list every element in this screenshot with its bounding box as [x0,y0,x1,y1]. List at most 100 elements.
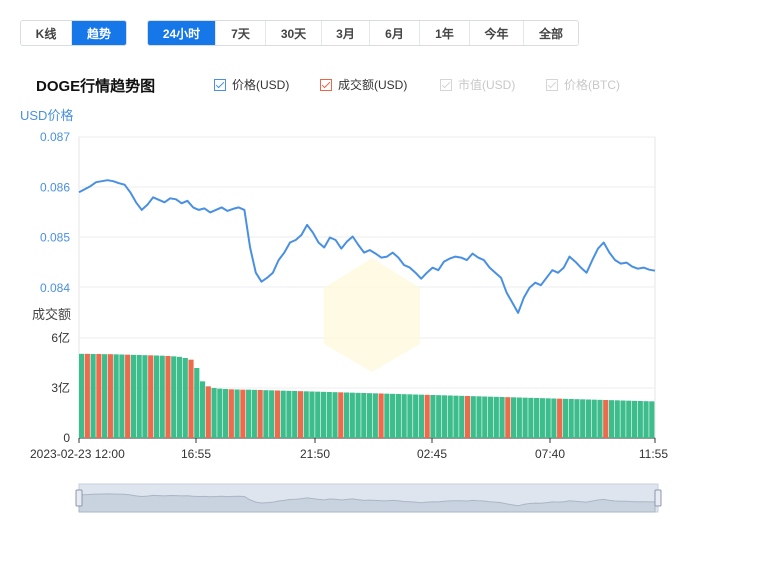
volume-axis-label: 成交额 [32,307,71,322]
volume-bar-99 [649,401,655,438]
volume-bar-68 [470,396,476,438]
volume-bar-14 [159,355,165,438]
volume-bar-60 [424,394,430,438]
legend-checkbox-icon[interactable] [546,78,558,91]
volume-bar-19 [188,359,194,438]
volume-bar-83 [557,398,563,438]
volume-bar-28 [240,389,246,438]
volume-bar-11 [142,355,148,438]
volume-bar-10 [136,355,142,438]
range-tab-1[interactable]: 7天 [216,21,266,45]
legend-checkbox-icon[interactable] [320,78,332,91]
zoom-handle-right[interactable] [654,489,662,507]
range-tab-5[interactable]: 1年 [420,21,470,45]
watermark-logo-icon [324,258,420,372]
zoom-handle-left[interactable] [75,489,83,507]
legend-label: 成交额(USD) [338,78,408,92]
range-tab-6[interactable]: 今年 [470,21,524,45]
zoom-preview-area [78,493,656,513]
volume-bar-69 [476,396,482,438]
range-tab-7[interactable]: 全部 [538,26,563,41]
price-tick-3: 0.084 [40,281,70,295]
volume-bar-65 [453,395,459,438]
volume-bar-71 [487,396,494,438]
volume-bar-62 [436,395,442,438]
volume-bar-88 [585,399,592,438]
volume-bar-70 [482,396,488,438]
volume-bar-73 [499,397,505,438]
x-tick-label-1: 16:55 [181,447,211,461]
volume-bar-52 [378,393,384,438]
volume-bar-85 [568,399,574,438]
volume-bar-43 [326,392,332,438]
volume-bar-16 [171,356,177,438]
volume-bar-89 [591,399,597,438]
volume-bar-82 [551,398,557,438]
volume-bar-32 [263,390,269,438]
volume-tick-2: 0 [63,431,70,445]
chart-mode-switch: K线 趋势 [20,20,127,46]
range-tab-4[interactable]: 6月 [370,21,420,45]
volume-bar-33 [269,390,275,438]
volume-bar-67 [464,396,471,438]
volume-bar-72 [493,396,499,438]
legend-label: 价格(BTC) [564,78,620,92]
volume-bar-61 [430,395,436,438]
mode-tab-1[interactable]: 趋势 [72,21,126,45]
volume-bar-53 [384,393,390,438]
volume-bar-3 [96,354,102,438]
volume-bar-94 [620,400,626,438]
volume-bar-86 [574,399,580,438]
volume-tick-1: 3亿 [51,380,70,395]
legend-checkbox-icon[interactable] [440,78,452,91]
volume-bar-22 [205,386,211,438]
legend-item-3[interactable]: 价格(BTC) [546,76,620,93]
legend-item-0[interactable]: 价格(USD) [214,76,289,93]
x-tick-label-3: 02:45 [417,447,447,461]
volume-bar-47 [349,392,355,438]
legend-item-2[interactable]: 市值(USD) [440,76,515,93]
volume-bar-12 [148,355,154,438]
volume-bar-48 [355,392,361,438]
volume-bar-25 [223,389,229,438]
volume-bar-80 [539,398,545,438]
volume-bar-74 [505,397,511,438]
volume-bar-98 [643,401,649,438]
chart-title: DOGE行情趋势图 [36,78,156,95]
volume-bar-84 [562,398,568,438]
volume-bar-45 [338,392,344,438]
volume-bar-4 [102,354,108,438]
volume-bar-1 [84,353,90,438]
x-tick-label-4: 07:40 [535,447,565,461]
legend-item-1[interactable]: 成交额(USD) [320,76,407,93]
volume-bar-49 [361,393,367,438]
legend-checkbox-icon[interactable] [214,78,226,91]
volume-bar-36 [286,390,292,438]
price-tick-1: 0.086 [40,180,70,194]
volume-bar-58 [413,394,419,438]
mode-tab-0[interactable]: K线 [21,21,73,45]
volume-bar-18 [182,358,188,438]
range-tab-3[interactable]: 3月 [322,21,370,45]
volume-bar-95 [626,400,632,438]
volume-bar-30 [251,389,257,438]
legend-label: 市值(USD) [458,78,516,92]
range-tab-2[interactable]: 30天 [266,21,322,45]
volume-bar-96 [631,400,638,438]
volume-bar-81 [545,398,551,438]
volume-bar-76 [516,397,522,438]
range-tab-0[interactable]: 24小时 [148,21,216,45]
volume-bar-26 [228,389,234,438]
volume-bar-64 [447,395,453,438]
volume-bar-24 [217,388,223,438]
volume-bar-8 [125,354,131,438]
volume-bar-59 [418,394,424,438]
volume-bar-41 [315,391,321,438]
volume-bar-44 [332,392,338,438]
volume-bar-97 [637,401,643,438]
volume-bar-79 [534,398,540,438]
volume-bar-27 [234,389,240,438]
volume-bar-0 [79,353,85,438]
price-line [78,179,656,314]
